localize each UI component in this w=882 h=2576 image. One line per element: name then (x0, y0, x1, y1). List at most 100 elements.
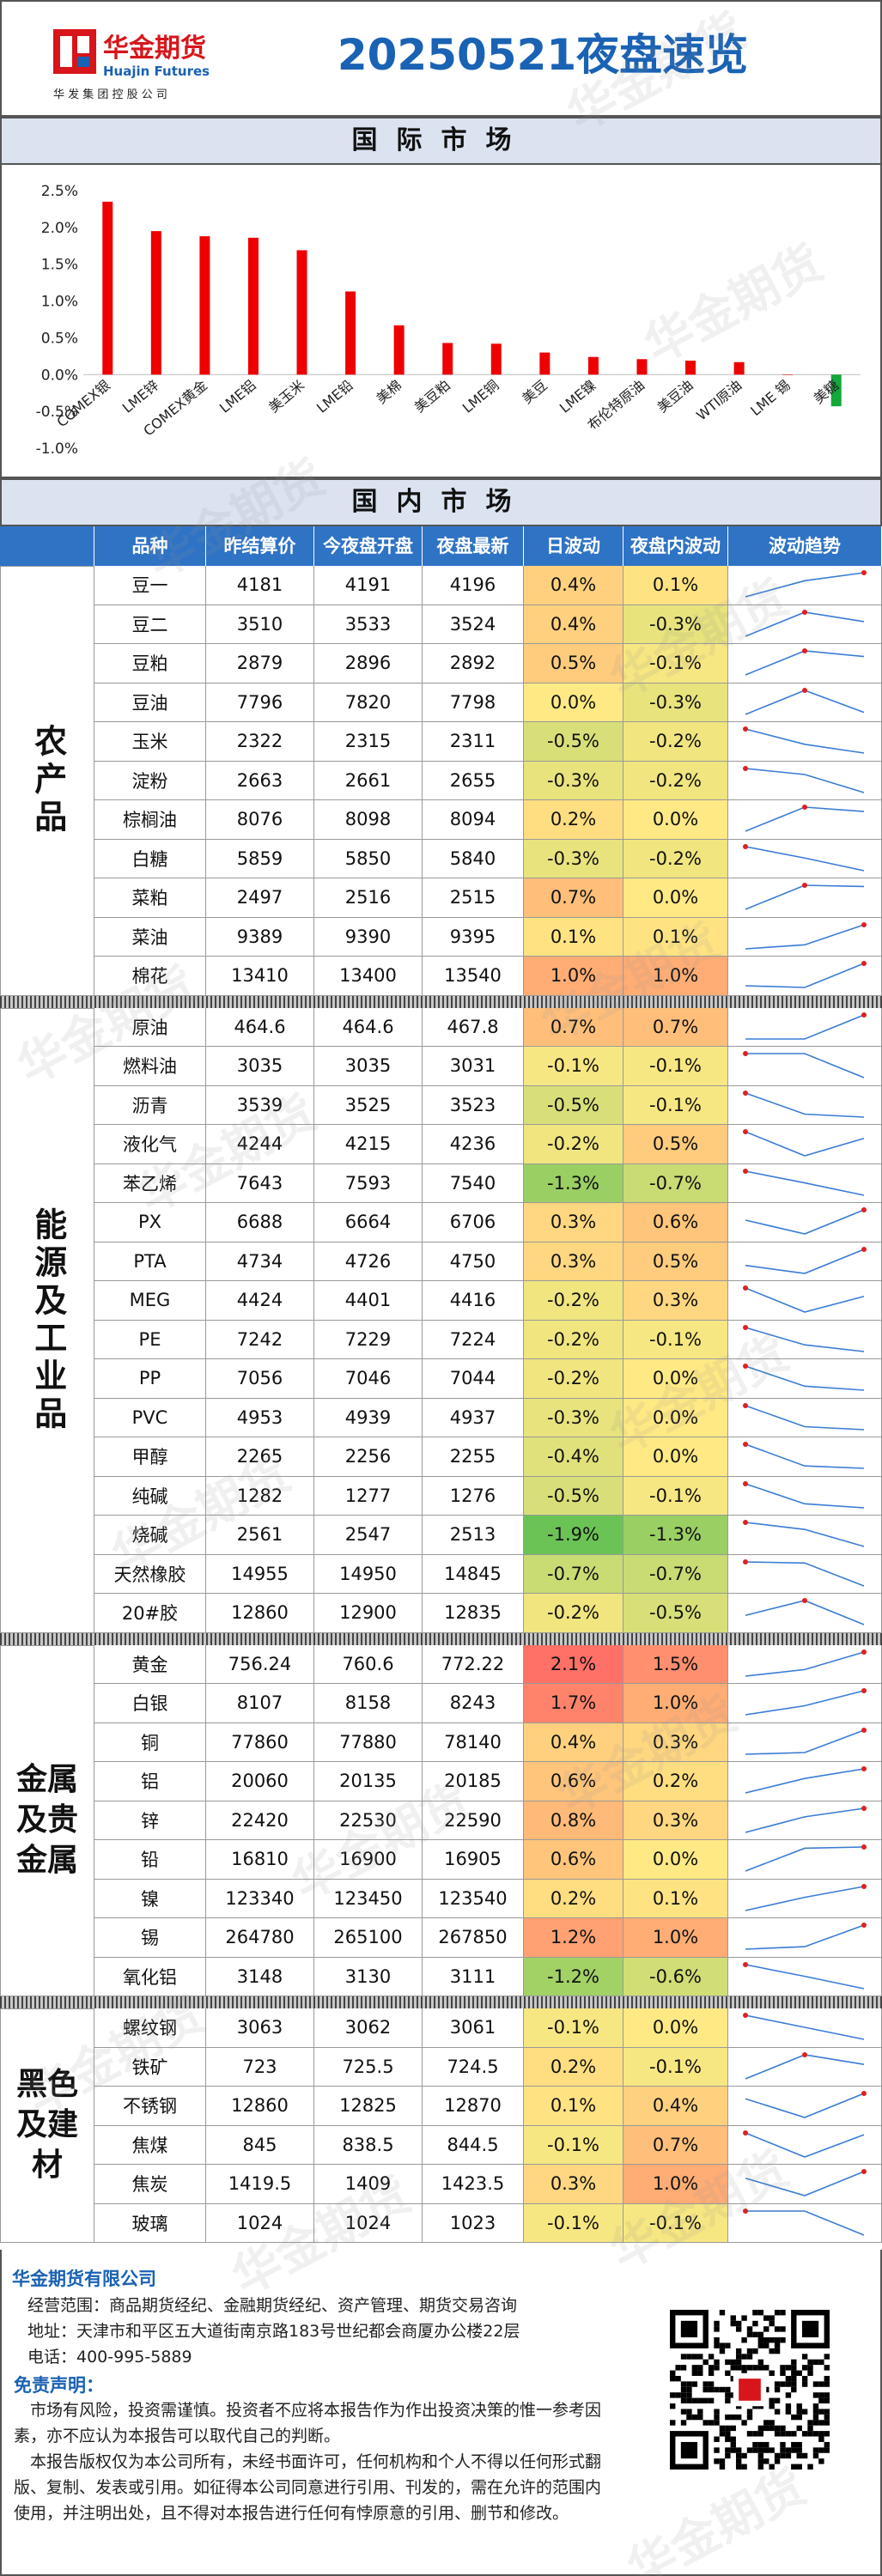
sparkline (745, 2053, 865, 2080)
qr-module (774, 2342, 781, 2348)
qr-module (741, 2337, 747, 2343)
day-change: -0.1% (524, 2125, 623, 2165)
qr-module (730, 2436, 736, 2442)
trend-sparkline (728, 1684, 882, 1723)
table-row: 菜油 9389 9390 9395 0.1% 0.1% (0, 917, 882, 957)
night-open: 464.6 (314, 1007, 423, 1047)
qr-module (791, 2370, 797, 2376)
table-row: 苯乙烯 7643 7593 7540 -1.3% -0.7% (0, 1163, 882, 1203)
prev-settle: 8076 (206, 800, 314, 840)
commodity-name: 棕榈油 (94, 800, 206, 840)
night-change: 0.3% (623, 1281, 728, 1321)
table-row: 铝 20060 20135 20185 0.6% 0.2% (0, 1762, 882, 1801)
night-change: -0.1% (623, 1047, 728, 1086)
sparkline (745, 1729, 865, 1755)
qr-module (752, 2447, 758, 2453)
prev-settle: 13410 (206, 957, 314, 996)
qr-module (796, 2464, 802, 2470)
night-change: 0.0% (623, 1437, 728, 1477)
table-row: PVC 4953 4939 4937 -0.3% 0.0% (0, 1398, 882, 1437)
qr-module (818, 2431, 824, 2437)
trend-sparkline (728, 1554, 882, 1594)
night-open: 1024 (314, 2203, 423, 2243)
prev-settle: 5859 (206, 839, 314, 878)
night-change: -0.2% (623, 839, 728, 878)
night-open: 7593 (314, 1163, 423, 1203)
qr-module (691, 2397, 698, 2404)
night-change: 0.5% (623, 1125, 728, 1164)
x-tick-label: LME铅 (313, 377, 356, 416)
trend-sparkline (728, 1085, 882, 1125)
commodity-name: PVC (94, 1398, 206, 1437)
qr-module (769, 2464, 775, 2470)
qr-module (697, 2354, 703, 2360)
night-latest: 1276 (423, 1476, 524, 1516)
commodity-name: 锌 (94, 1801, 206, 1840)
qr-module (769, 2403, 775, 2409)
qr-module (725, 2370, 731, 2376)
qr-module (824, 2392, 830, 2398)
night-open: 6664 (314, 1203, 423, 1242)
prev-settle: 7242 (206, 1320, 314, 1359)
company-name: 华金期货有限公司 (12, 2269, 156, 2289)
day-change: -0.5% (524, 1476, 623, 1516)
qr-module (801, 2365, 808, 2371)
day-change: 0.2% (524, 1879, 623, 1918)
night-latest: 772.22 (423, 1644, 524, 1684)
report-header: 华金期货 Huajin Futures 华 发 集 团 控 股 公 司 2025… (0, 0, 882, 117)
prev-settle: 723 (206, 2047, 314, 2087)
qr-module (763, 2337, 769, 2343)
commodity-name: 豆二 (94, 605, 206, 644)
qr-module (807, 2359, 813, 2366)
sparkline (745, 1014, 865, 1040)
prev-settle: 7056 (206, 1359, 314, 1399)
bar (830, 374, 842, 407)
y-tick-label: 2.5% (41, 183, 78, 200)
day-change: -0.1% (524, 1047, 623, 1086)
qr-code[interactable] (670, 2310, 830, 2470)
sparkline-peak (743, 1402, 748, 1408)
column-header: 波动趋势 (728, 526, 882, 566)
commodity-name: 白糖 (94, 839, 206, 878)
x-tick-label: 美豆油 (654, 377, 696, 416)
day-change: -0.5% (524, 722, 623, 762)
qr-module (796, 2447, 802, 2453)
night-open: 20135 (314, 1762, 423, 1801)
x-tick-label: LME铝 (216, 377, 259, 416)
sparkline-peak (861, 921, 867, 927)
commodity-name: 镍 (94, 1879, 206, 1918)
qr-module (714, 2326, 720, 2332)
trend-sparkline (728, 1476, 882, 1516)
table-row: 玉米 2322 2315 2311 -0.5% -0.2% (0, 722, 882, 762)
qr-module (746, 2354, 753, 2360)
x-tick-label: LME锌 (119, 377, 162, 416)
day-change: 1.7% (524, 1684, 623, 1723)
trend-sparkline (728, 1840, 882, 1880)
commodity-name: 天然橡胶 (94, 1554, 206, 1594)
night-change: 0.0% (623, 1840, 728, 1880)
sparkline (745, 845, 865, 872)
night-change: 0.3% (623, 1722, 728, 1762)
x-tick-label: 美玉米 (265, 377, 307, 416)
trend-sparkline (728, 2165, 882, 2204)
qr-module (757, 2458, 764, 2464)
night-change: 0.7% (623, 2125, 728, 2165)
qr-module (741, 2315, 747, 2321)
sparkline-peak (743, 2208, 748, 2214)
night-latest: 4236 (423, 1125, 524, 1164)
night-change: 0.5% (623, 1242, 728, 1281)
qr-module (818, 2409, 824, 2415)
night-latest: 4196 (423, 566, 524, 605)
qr-module (757, 2337, 764, 2343)
sparkline (745, 2014, 865, 2041)
night-change: 0.0% (623, 2008, 728, 2048)
column-header: 夜盘内波动 (623, 526, 728, 566)
sparkline-peak (861, 1207, 867, 1213)
qr-finder-core (680, 2320, 698, 2338)
commodity-name: 甲醇 (94, 1437, 206, 1477)
prev-settle: 3510 (206, 605, 314, 644)
trend-sparkline (728, 1957, 882, 1996)
qr-module (796, 2403, 802, 2409)
commodity-name: 菜油 (94, 917, 206, 957)
prev-settle: 845 (206, 2125, 314, 2165)
